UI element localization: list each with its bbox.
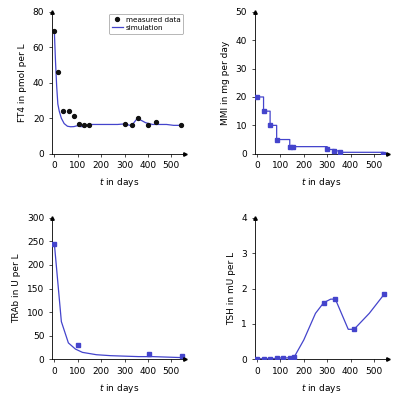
- simulation: [52, 29, 57, 34]
- simulation: [150, 122, 155, 127]
- measured data: [67, 109, 72, 113]
- measured data: [146, 123, 150, 128]
- measured data: [60, 109, 65, 113]
- simulation: [129, 123, 134, 128]
- measured data: [154, 119, 158, 124]
- simulation: [171, 123, 176, 128]
- X-axis label: $t$ in days: $t$ in days: [98, 382, 139, 395]
- simulation: [72, 124, 76, 129]
- simulation: [82, 124, 86, 129]
- Line: measured data: measured data: [52, 29, 182, 127]
- simulation: [78, 124, 83, 129]
- X-axis label: $t$ in days: $t$ in days: [301, 382, 342, 395]
- simulation: [68, 124, 73, 129]
- Line: simulation: simulation: [54, 31, 183, 127]
- simulation: [178, 123, 183, 128]
- measured data: [72, 114, 76, 119]
- simulation: [57, 109, 62, 113]
- measured data: [82, 123, 86, 128]
- simulation: [65, 124, 70, 129]
- simulation: [56, 102, 60, 106]
- simulation: [157, 122, 162, 127]
- simulation: [91, 122, 96, 127]
- measured data: [86, 123, 91, 128]
- measured data: [76, 121, 81, 126]
- X-axis label: $t$ in days: $t$ in days: [98, 176, 139, 189]
- simulation: [59, 116, 64, 120]
- Y-axis label: TSH in mU per L: TSH in mU per L: [227, 252, 236, 325]
- Y-axis label: FT4 in pmol per L: FT4 in pmol per L: [18, 43, 27, 122]
- simulation: [75, 123, 80, 128]
- simulation: [108, 122, 113, 127]
- simulation: [143, 120, 148, 125]
- measured data: [55, 70, 60, 75]
- simulation: [85, 123, 90, 128]
- simulation: [88, 122, 93, 127]
- simulation: [135, 116, 140, 120]
- simulation: [164, 122, 169, 127]
- Legend: measured data, simulation: measured data, simulation: [109, 14, 183, 34]
- Y-axis label: TRAb in U per L: TRAb in U per L: [12, 254, 22, 324]
- measured data: [129, 123, 134, 128]
- measured data: [178, 123, 183, 128]
- simulation: [62, 121, 66, 126]
- simulation: [53, 59, 58, 64]
- simulation: [101, 122, 106, 127]
- simulation: [54, 84, 59, 89]
- simulation: [94, 122, 99, 127]
- measured data: [52, 29, 57, 34]
- simulation: [122, 122, 127, 126]
- simulation: [115, 122, 120, 127]
- X-axis label: $t$ in days: $t$ in days: [301, 176, 342, 189]
- simulation: [180, 123, 185, 128]
- measured data: [136, 116, 140, 120]
- measured data: [122, 121, 127, 126]
- Y-axis label: MMI in mg per day: MMI in mg per day: [221, 41, 230, 125]
